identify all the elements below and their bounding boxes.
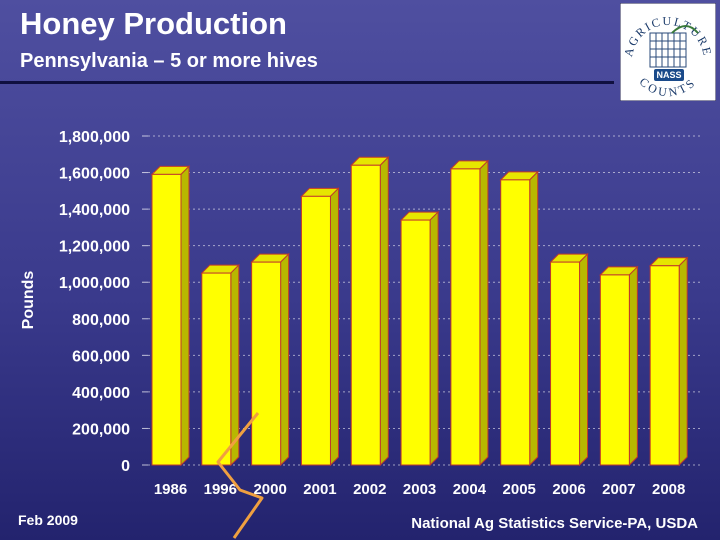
slide-title: Honey Production [20,6,287,41]
bar [150,165,191,467]
bar-face [400,219,431,466]
logo-badge-text: NASS [656,70,681,80]
slide-subtitle: Pennsylvania – 5 or more hives [20,50,318,72]
bar-side [329,187,339,467]
bar [300,187,340,467]
bar-face [599,274,630,466]
bar [449,159,490,467]
bar-side [678,256,688,467]
bar-side [579,252,589,467]
bar-face [251,261,282,466]
x-tick-label: 2008 [652,481,685,498]
bar-side [180,165,190,467]
bar-side [230,263,240,467]
x-tick-label: 2004 [453,481,487,498]
bar [200,263,241,467]
x-tick-label: 2001 [303,481,336,498]
y-tick-label: 1,800,000 [59,129,130,146]
y-tick-label: 1,600,000 [59,166,130,183]
bar-face [500,179,531,466]
x-tick-label: 1986 [154,481,187,498]
bar-side [628,265,638,467]
y-tick-label: 1,000,000 [59,275,130,292]
x-tick-label: 2002 [353,481,386,498]
bar-side [479,159,489,467]
y-tick-label: 200,000 [72,421,130,438]
bar [399,210,440,467]
logo-building-icon [649,25,699,68]
bar-side [280,252,290,467]
bar-face [649,265,680,466]
bar [350,156,390,467]
footer-date: Feb 2009 [18,512,78,528]
bar-side [529,170,539,467]
bar-side [429,210,439,467]
bar [599,265,639,467]
y-tick-label: 800,000 [72,312,130,329]
bar [648,256,689,467]
y-tick-label: 0 [121,458,130,475]
y-tick-label: 1,400,000 [59,202,130,219]
y-tick-label: 400,000 [72,385,130,402]
y-axis-label: Pounds [20,271,37,330]
decorative-squiggle [216,412,264,539]
y-axis-ticks: 0 200,000 400,000 600,000 800,000 1,000,000 1,… [59,129,130,475]
bar-face [550,261,581,466]
title-divider [0,81,614,84]
x-tick-label: 2005 [503,481,536,498]
bar [250,252,290,467]
bar-face [151,173,182,466]
bars [150,156,689,467]
footer-source: National Ag Statistics Service-PA, USDA [411,515,698,532]
x-axis-ticks: 1986 1996 2000 2001 2002 2003 2004 2005 2006 2007… [154,481,686,498]
bar-side [379,156,389,467]
y-tick-label: 600,000 [72,348,130,365]
x-tick-label: 2007 [602,481,635,498]
x-tick-label: 2006 [552,481,585,498]
bar-face [201,272,232,466]
squiggle-line [216,412,264,539]
bar-face [300,195,331,466]
x-tick-label: 1996 [204,481,237,498]
x-tick-label: 2003 [403,481,436,498]
x-tick-label: 2000 [253,481,286,498]
bar [499,170,539,467]
y-tick-label: 1,200,000 [59,239,130,256]
bar-face [450,168,481,466]
agriculture-counts-logo: AGRICULTURE NASS COUNTS [620,3,716,101]
bar-face [350,164,381,466]
bar [549,252,589,467]
